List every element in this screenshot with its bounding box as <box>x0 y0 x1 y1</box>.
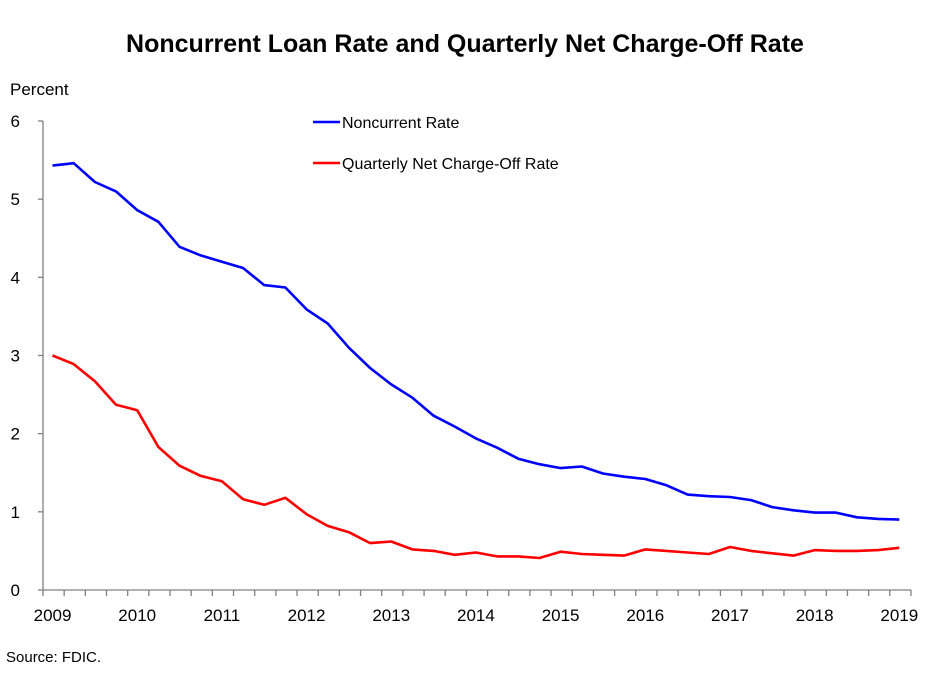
legend-label: Quarterly Net Charge-Off Rate <box>342 156 559 173</box>
legend-label: Noncurrent Rate <box>342 115 459 132</box>
x-tick-label: 2010 <box>118 606 156 625</box>
x-tick-label: 2013 <box>372 606 410 625</box>
legend: Noncurrent Rate Quarterly Net Charge-Off … <box>313 115 559 173</box>
series-line-net-charge-off-rate <box>53 356 900 559</box>
x-tick-label: 2018 <box>796 606 834 625</box>
y-tick-label: 2 <box>11 425 20 444</box>
axes: 0 1 2 3 4 5 6 2009 2010 2011 2012 2013 2014 2015 2016 2… <box>11 112 919 625</box>
x-tick-label: 2015 <box>542 606 580 625</box>
y-tick-label: 0 <box>11 581 20 600</box>
series-lines <box>52 163 899 558</box>
x-tick-label: 2011 <box>204 606 241 625</box>
x-tick-label: 2017 <box>711 606 749 625</box>
y-tick-label: 1 <box>11 503 20 522</box>
x-tick-label: 2014 <box>457 606 495 625</box>
y-tick-label: 5 <box>11 190 20 209</box>
x-tick-label: 2009 <box>34 606 72 625</box>
x-tick-label: 2012 <box>288 606 326 625</box>
chart-title: Noncurrent Loan Rate and Quarterly Net C… <box>126 30 804 58</box>
y-tick-label: 6 <box>11 112 20 131</box>
y-tick-label: 4 <box>11 268 20 287</box>
x-tick-label: 2019 <box>880 606 918 625</box>
source-note: Source: FDIC. <box>6 649 101 666</box>
y-axis-label: Percent <box>10 80 69 99</box>
x-tick-label: 2016 <box>626 606 664 625</box>
y-tick-label: 3 <box>11 347 20 366</box>
